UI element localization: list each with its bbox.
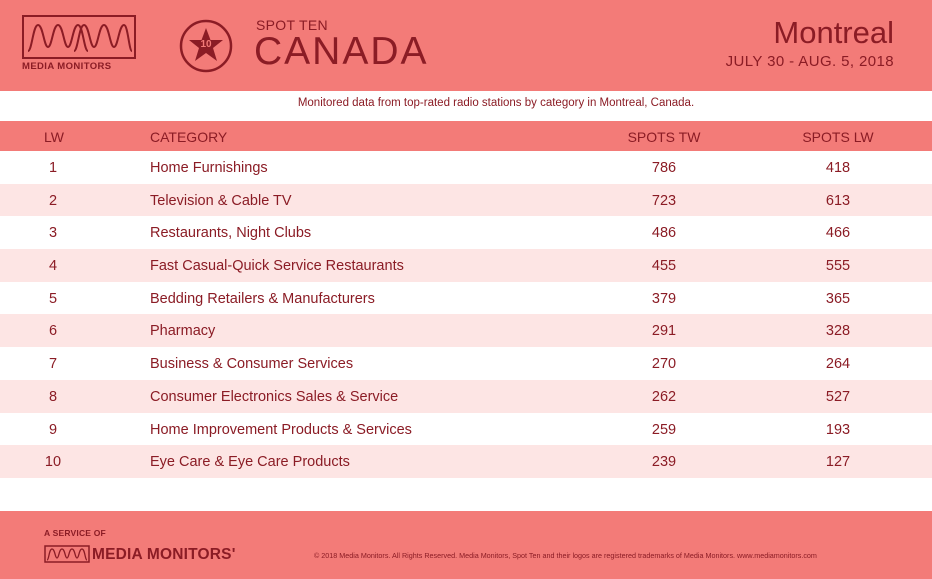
cell-lw: 2 [48,192,58,209]
cell-spots-lw: 555 [825,258,851,275]
cell-spots-tw: 723 [651,192,677,209]
cell-lw: 1 [48,160,58,176]
cell-spots-lw: 365 [825,290,851,307]
cell-lw: 3 [48,225,58,242]
table-row: 5 Bedding Retailers & Manufacturers 379 365 [0,282,932,315]
cell-spots-lw: 418 [825,160,851,176]
footer-media-monitors-logo-icon [44,545,90,563]
table-row: 6 Pharmacy 291 328 [0,314,932,348]
cell-lw: 9 [48,421,58,438]
cell-category: Fast Casual-Quick Service Restaurants [150,258,404,275]
cell-category: Business & Consumer Services [150,356,354,373]
table-row: 2 Television & Cable TV 723 613 [0,183,932,217]
cell-lw: 8 [48,388,58,405]
media-monitors-logo: MEDIA MONITORS [22,15,136,73]
cell-spots-lw: 466 [825,225,851,242]
cell-category: Television & Cable TV [150,192,292,209]
spots-table: LW CATEGORY SPOTS TW SPOTS LW 1 Home Furn… [0,121,932,478]
column-header-spots-tw: SPOTS TW [627,129,701,145]
cell-lw: 4 [48,258,58,275]
logo-text: MEDIA MONITORS [22,61,112,72]
cell-lw: 6 [48,323,58,340]
table-row: 1 Home Furnishings 786 418 [0,151,932,184]
cell-spots-tw: 239 [651,454,677,471]
cell-spots-tw: 259 [651,421,677,438]
table-row: 9 Home Improvement Products & Services 259… [0,413,932,446]
cell-spots-tw: 270 [651,356,677,373]
city-title: Montreal [773,15,894,50]
subtitle: Monitored data from top-rated radio stat… [297,97,695,109]
table-row: 8 Consumer Electronics Sales & Service 262… [0,379,932,413]
cell-category: Home Improvement Products & Services [150,421,412,438]
cell-lw: 5 [48,290,58,307]
cell-lw: 10 [44,454,62,471]
cell-spots-lw: 613 [825,192,851,209]
cell-category: Eye Care & Eye Care Products [150,454,350,471]
badge-number: 10 [200,39,212,50]
footer-logo-text: MEDIA MONITORS' [92,546,236,563]
header-band: MEDIA MONITORS 10 SPOT TEN CANADA Montre… [0,0,932,91]
column-header-spots-lw: SPOTS LW [802,129,874,145]
footer-band: A SERVICE OF MEDIA MONITORS' © 2018 Medi… [0,511,932,579]
spot-ten-star-badge-icon: 10 [178,18,234,74]
country-title: CANADA [254,30,429,73]
cell-spots-tw: 262 [651,388,677,405]
cell-category: Restaurants, Night Clubs [150,225,312,242]
cell-lw: 7 [48,356,58,373]
cell-spots-tw: 379 [651,290,677,307]
table-row: 3 Restaurants, Night Clubs 486 466 [0,216,932,249]
table-body: 1 Home Furnishings 786 418 2 Television & Cab… [0,151,932,478]
cell-category: Home Furnishings [150,160,268,176]
table-row: 7 Business & Consumer Services 270 264 [0,347,932,380]
cell-spots-tw: 291 [651,323,677,340]
table-header: LW CATEGORY SPOTS TW SPOTS LW [0,121,932,151]
cell-spots-tw: 455 [651,258,677,275]
cell-spots-lw: 193 [825,421,851,438]
cell-spots-tw: 486 [651,225,677,242]
table-row: 10 Eye Care & Eye Care Products 239 127 [0,445,932,478]
date-range: JULY 30 - AUG. 5, 2018 [725,53,894,70]
cell-spots-lw: 328 [825,323,851,340]
cell-category: Pharmacy [150,323,216,340]
column-header-lw: LW [44,129,64,145]
spot-ten-label: SPOT TEN [256,17,328,33]
cell-spots-lw: 127 [825,454,851,471]
copyright-text: © 2018 Media Monitors. All Rights Reserv… [314,551,817,560]
service-of-label: A SERVICE OF [44,528,106,538]
cell-category: Consumer Electronics Sales & Service [150,388,399,405]
cell-category: Bedding Retailers & Manufacturers [150,290,375,307]
column-header-category: CATEGORY [150,129,228,145]
table-row: 4 Fast Casual-Quick Service Restaurants 45… [0,249,932,282]
cell-spots-tw: 786 [651,160,677,176]
media-monitors-logo-icon [22,15,136,59]
cell-spots-lw: 264 [825,356,851,373]
cell-spots-lw: 527 [825,388,851,405]
